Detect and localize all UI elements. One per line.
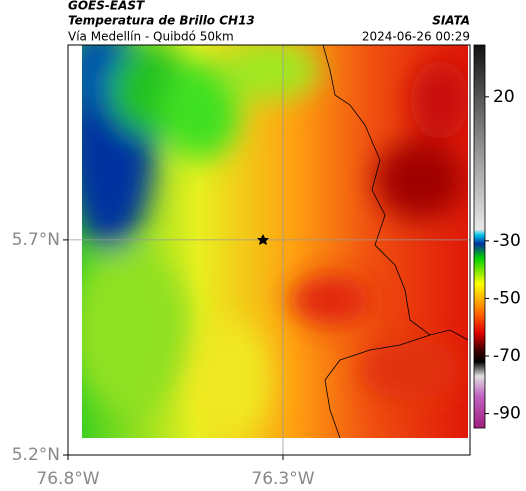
datetime: 2024-06-26 00:29 [362, 30, 470, 44]
colorbar: 20 -30 -50 -70 -90 [473, 44, 521, 429]
subtitle: Vía Medellín - Quibdó 50km [68, 30, 234, 44]
colorbar-tick-label: 20 [493, 87, 515, 107]
lat-tick-label: 5.7°N [12, 230, 60, 250]
colorbar-tick-label: -30 [493, 231, 521, 251]
colorbar-tick-label: -70 [493, 346, 521, 366]
lon-tick-label: 76.3°W [251, 469, 314, 489]
location-marker [257, 234, 269, 245]
colorbar-scale [473, 44, 486, 429]
source: SIATA [432, 14, 470, 28]
product: GOES-EAST [68, 0, 145, 13]
map-frame [67, 44, 471, 456]
satellite-image [82, 45, 468, 438]
colorbar-tick-label: -90 [493, 404, 521, 424]
title: Temperatura de Brillo CH13 [68, 14, 255, 28]
lon-tick-label: 76.8°W [36, 469, 99, 489]
colorbar-tick-label: -50 [493, 288, 521, 308]
lat-tick-label: 5.2°N [12, 445, 60, 465]
